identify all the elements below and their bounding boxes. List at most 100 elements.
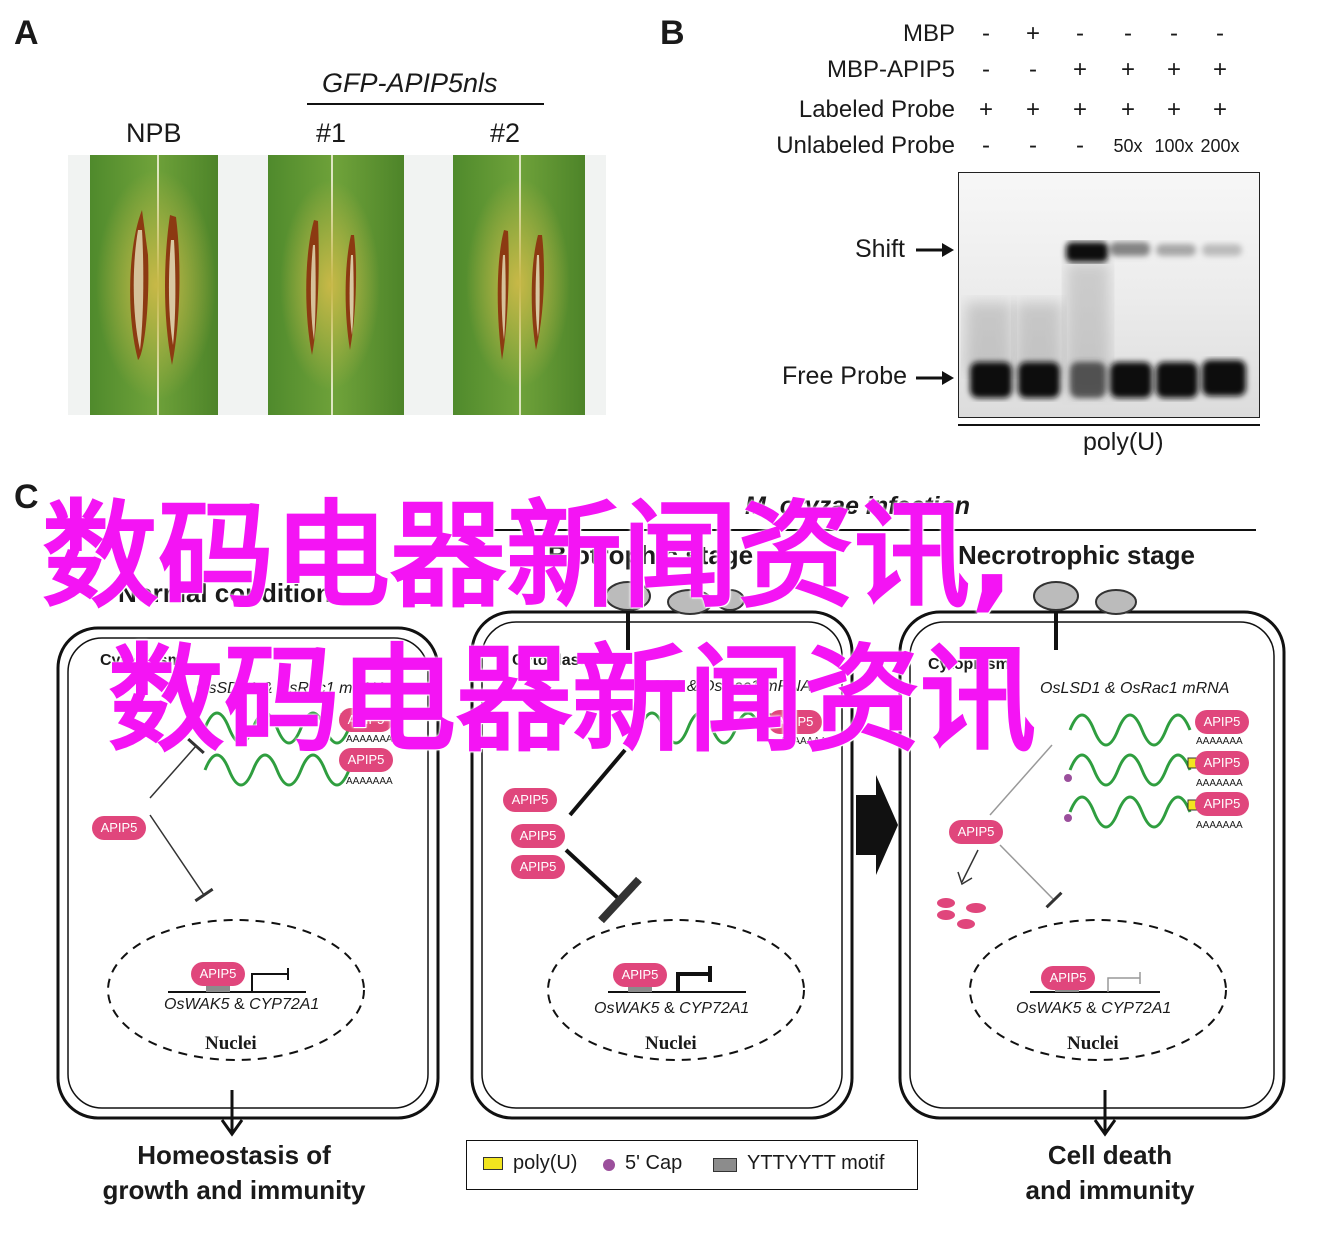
pathway-diagram — [56, 581, 1286, 1137]
gel-cell: - — [982, 132, 990, 159]
gel-cell: + — [1212, 56, 1227, 83]
infection-title-text: M. oryzae infection — [745, 492, 971, 520]
apip5-protein: APIP5 — [949, 820, 1003, 844]
outcome-left-line1: Homeostasis of — [137, 1140, 331, 1170]
polya-1a: AAAAAAA — [346, 734, 393, 745]
gene-b-2: CYP72A1 — [679, 1000, 750, 1017]
nuclei-label-3: Nuclei — [1067, 1033, 1119, 1054]
free-probe-arrow-icon — [916, 371, 954, 385]
mrna-waves-cell-2 — [638, 711, 762, 745]
apip5-protein: APIP5 — [511, 855, 565, 879]
mrna-label-2: OsLSD1 & OsRac1 mRNA — [622, 678, 812, 695]
construct-bracket — [307, 103, 544, 105]
polyu-swatch-icon — [483, 1157, 503, 1170]
outcome-left-line2: growth and immunity — [102, 1175, 366, 1205]
leaf-npb — [90, 155, 218, 415]
nuclei-label-2: Nuclei — [645, 1033, 697, 1054]
apip5-protein: APIP5 — [613, 963, 667, 987]
polya-2: AAAAAAA — [780, 736, 827, 747]
gel-cell: + — [978, 96, 993, 123]
mrna-waves-cell-3 — [1068, 713, 1192, 829]
shift-arrow-icon — [916, 243, 954, 257]
gel-row-label: Unlabeled Probe — [776, 132, 955, 159]
apip5-protein: APIP5 — [1195, 710, 1249, 734]
cell-normal — [56, 626, 440, 1120]
gene-b-1: CYP72A1 — [249, 996, 320, 1013]
apip5-protein: APIP5 — [92, 816, 146, 840]
apip5-protein: APIP5 — [339, 748, 393, 772]
polya-3c: AAAAAAA — [1196, 820, 1243, 831]
infection-bar — [486, 529, 1256, 531]
motif-swatch-icon — [713, 1158, 737, 1172]
gel-row-label: MBP — [902, 20, 955, 47]
cytoplasm-label-3: Cytoplasm — [928, 656, 1010, 673]
leaf-label-1: #1 — [316, 118, 347, 148]
probe-label: poly(U) — [1083, 428, 1164, 456]
stage-normal: Normal condition — [118, 578, 332, 608]
gel-cell: + — [1166, 96, 1181, 123]
legend-polyu: poly(U) — [513, 1152, 578, 1174]
outcome-left: Homeostasis of growth and immunity — [84, 1138, 384, 1208]
leaf-line-1 — [268, 155, 404, 415]
construct-label: GFP-APIP5nls — [322, 68, 498, 98]
mrna-waves-cell-1 — [203, 711, 351, 787]
watermark-line-1: 数码电器新闻资讯, — [42, 489, 1015, 624]
gel-cell: + — [1120, 96, 1135, 123]
panel-a-letter: A — [14, 14, 39, 52]
free-probe-label: Free Probe — [781, 362, 907, 390]
gel-cell: + — [1072, 96, 1087, 123]
gene-b-3: CYP72A1 — [1101, 1000, 1172, 1017]
apip5-protein: APIP5 — [503, 788, 557, 812]
gel-cell: 200x — [1200, 136, 1240, 156]
gel-cell: - — [1170, 20, 1178, 47]
gene-label-2: OsWAK5 & CYP72A1 — [594, 1000, 749, 1018]
gene-a-2: OsWAK5 — [594, 1000, 660, 1017]
gene-amp-1: & — [229, 996, 250, 1013]
apip5-protein: APIP5 — [339, 708, 393, 732]
nuclei-label-1: Nuclei — [205, 1033, 257, 1054]
gene-amp-3: & — [1081, 1000, 1102, 1017]
gel-cell: - — [982, 56, 990, 83]
stage-biotrophic: Biotrophic stage — [548, 540, 754, 570]
panel-c-letter: C — [14, 478, 39, 516]
watermark-line-2: 数码电器新闻资讯 — [108, 633, 1036, 768]
apip5-protein: APIP5 — [1195, 792, 1249, 816]
gel-cell: + — [1025, 96, 1040, 123]
apip5-protein: APIP5 — [1195, 751, 1249, 775]
leaf-photo — [68, 155, 606, 415]
gel-cell: 100x — [1154, 136, 1194, 156]
gel-cell: - — [1029, 132, 1037, 159]
transition-arrow-icon — [856, 775, 898, 875]
gel-cell: + — [1072, 56, 1087, 83]
gene-a-3: OsWAK5 — [1016, 1000, 1082, 1017]
leaf-label-npb: NPB — [126, 118, 182, 148]
mrna-label-3: OsLSD1 & OsRac1 mRNA — [1040, 680, 1230, 697]
infection-title: M. oryzae infection — [745, 492, 970, 521]
leaf-label-2: #2 — [490, 118, 521, 148]
outcome-right-line1: Cell death — [1047, 1140, 1173, 1170]
gel-cell: + — [1212, 96, 1227, 123]
apip5-protein: APIP5 — [191, 962, 245, 986]
gel-row-label: MBP-APIP5 — [826, 56, 955, 83]
polya-3a: AAAAAAA — [1196, 736, 1243, 747]
apip5-protein: APIP5 — [511, 824, 565, 848]
gene-label-3: OsWAK5 & CYP72A1 — [1016, 1000, 1171, 1018]
gel-cell: 50x — [1113, 136, 1143, 156]
gel-cell: + — [1120, 56, 1135, 83]
cap-dot-icon — [603, 1159, 615, 1171]
gel-cell: - — [1076, 132, 1084, 159]
emsa-gel — [958, 172, 1260, 418]
mrna-label-1: OsSDT1 & OsRac1 mRNA — [196, 680, 387, 697]
leaf-line-2 — [453, 155, 585, 415]
gel-cell: + — [1166, 56, 1181, 83]
cytoplasm-label-2: Cytoplasm — [512, 652, 594, 669]
cytoplasm-label-1: Cytoplasm — [100, 652, 182, 669]
gel-cell: - — [1216, 20, 1224, 47]
stage-necrotrophic: Necrotrophic stage — [958, 540, 1195, 570]
outcome-right-line2: and immunity — [1025, 1175, 1195, 1205]
apip5-protein: APIP5 — [1041, 966, 1095, 990]
gel-cell: - — [1029, 56, 1037, 83]
legend-cap: 5' Cap — [625, 1152, 683, 1174]
shift-label: Shift — [854, 235, 905, 263]
cell-necrotrophic — [898, 581, 1286, 1120]
